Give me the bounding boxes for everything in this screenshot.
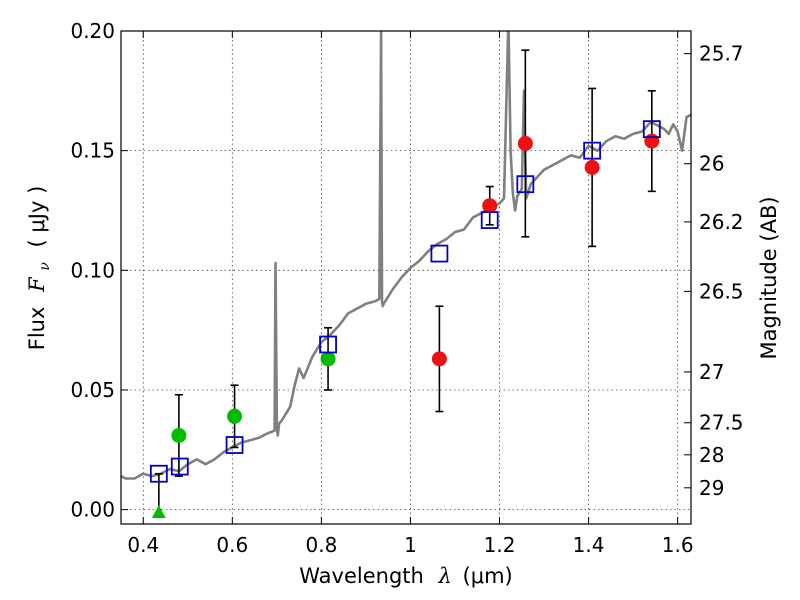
plot-frame xyxy=(120,30,692,525)
x-tick-label: 1.6 xyxy=(662,533,694,557)
y2-axis-title: Magnitude (AB) xyxy=(757,196,781,359)
y-tick-label: 0.20 xyxy=(70,19,115,43)
y-axis-title: Flux F ν ( μJy ) xyxy=(25,186,54,351)
data-point-green xyxy=(227,408,243,424)
grid-layer xyxy=(121,30,691,524)
y-tick-label: 0.10 xyxy=(70,258,115,282)
y-axis-title-unit: ( μJy ) xyxy=(25,186,49,248)
y-tick-label: 0.15 xyxy=(70,139,115,163)
x-tick-label: 0.6 xyxy=(216,533,248,557)
y-axis-title-symbol: F xyxy=(25,276,49,293)
mag-tick-label: 26 xyxy=(699,152,724,176)
mag-tick-label: 28 xyxy=(699,443,724,467)
model-layer xyxy=(121,31,691,480)
data-point-red xyxy=(517,135,533,151)
x-axis-title-symbol: λ xyxy=(438,564,452,588)
mag-tick-label: 27 xyxy=(699,360,724,384)
model-photometry-box xyxy=(225,436,244,454)
model-photometry-box xyxy=(149,464,168,483)
data-point-green xyxy=(320,351,336,367)
y-tick-label: 0.05 xyxy=(70,378,115,402)
mag-tick-label: 25.7 xyxy=(699,42,744,66)
ticks-layer: 0.4 0.6 0.8 1 1.2 1.4 1.6 0.00 0.05 0.10 0.15 0.20 2… xyxy=(70,19,743,557)
model-photometry-box xyxy=(170,457,189,476)
x-axis-title-prefix: Wavelength xyxy=(299,564,424,588)
x-tick-label: 1.2 xyxy=(484,533,516,557)
model-photometry-box xyxy=(583,141,602,160)
y-tick-label: 0.00 xyxy=(70,498,115,522)
mag-tick-label: 26.2 xyxy=(699,210,744,234)
model-photometry-box xyxy=(516,175,535,194)
data-point-red xyxy=(482,198,498,214)
x-tick-label: 0.8 xyxy=(305,533,337,557)
mag-tick-label: 27.5 xyxy=(699,411,744,435)
data-point-green xyxy=(171,427,187,443)
x-tick-label: 1.4 xyxy=(573,533,605,557)
data-point-triangle xyxy=(151,505,166,519)
model-photometry-box xyxy=(319,335,337,354)
x-axis-title-unit: (μm) xyxy=(463,564,513,588)
data-point-red xyxy=(644,133,660,149)
x-tick-label: 1 xyxy=(404,533,417,557)
model-photometry-box xyxy=(480,211,499,229)
data-point-red xyxy=(431,351,447,367)
x-axis-title: Wavelength λ (μm) xyxy=(299,564,512,588)
model-photometry-box xyxy=(642,120,661,139)
mag-tick-label: 26.5 xyxy=(699,279,744,303)
model-spectrum-line xyxy=(121,31,691,480)
x-tick-label: 0.4 xyxy=(127,533,159,557)
y-axis-title-subscript: ν xyxy=(37,262,53,271)
mag-tick-label: 29 xyxy=(699,476,724,500)
points-layer xyxy=(149,49,661,519)
y-axis-title-prefix: Flux xyxy=(25,307,49,351)
model-photometry-box xyxy=(430,244,449,263)
data-point-red xyxy=(584,159,600,175)
